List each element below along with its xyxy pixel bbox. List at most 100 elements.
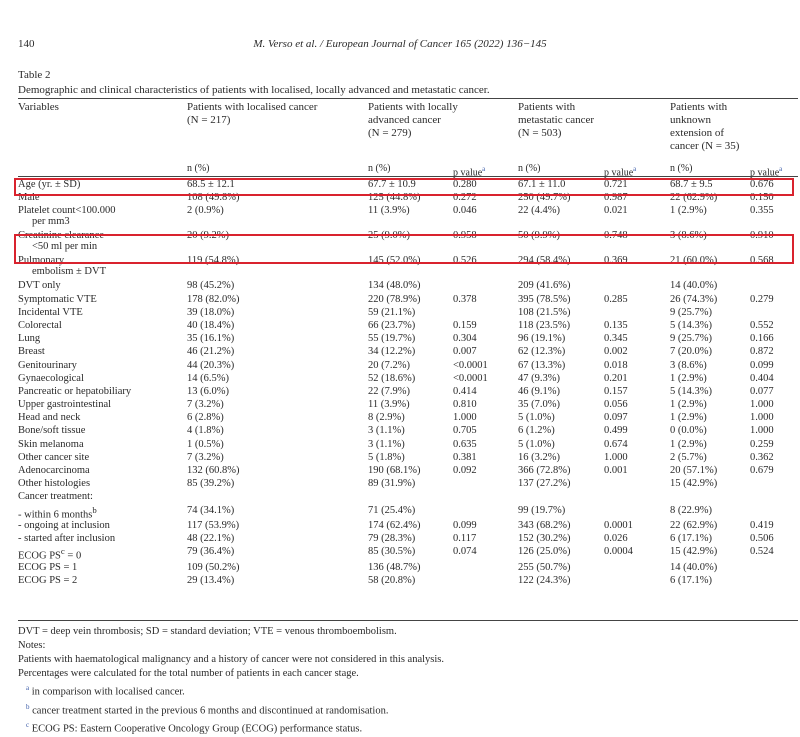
- p-value-cell: 1.000: [750, 412, 774, 424]
- count-cell: 67.7 ± 10.9: [368, 179, 416, 190]
- count-cell: 22 (7.9%): [368, 385, 410, 397]
- count-cell: 5 (1.0%): [518, 412, 555, 424]
- row-label: Bone/soft tissue: [18, 425, 86, 437]
- count-cell: 145 (52.0%): [368, 255, 421, 267]
- p-value-cell: [750, 478, 798, 491]
- note-line-1: Patients with haematological malignancy …: [18, 654, 444, 665]
- p-value-cell: 0.099: [453, 520, 477, 532]
- page-number: 140: [18, 38, 35, 50]
- count-cell: 220 (78.9%): [368, 293, 421, 305]
- count-cell: 5 (1.0%): [518, 438, 555, 450]
- count-cell: 34 (12.2%): [368, 346, 416, 358]
- count-cell: 3 (8.6%): [670, 359, 707, 371]
- row-label: Lung: [18, 333, 41, 345]
- count-cell: 22 (4.4%): [518, 205, 560, 217]
- p-value-cell: 0.526: [453, 255, 477, 267]
- highlight-box-creatinine: [14, 234, 794, 264]
- table-row: DVT only 98 (45.2%) 134 (48.0%) 209 (41.6%)…: [18, 280, 798, 293]
- count-cell: 6 (2.8%): [187, 412, 224, 424]
- count-cell: 108 (49.8%): [187, 192, 240, 204]
- table-row: Other histologies 85 (39.2%) 89 (31.9%) 137…: [18, 478, 798, 491]
- p-value-cell: 0.810: [453, 399, 477, 411]
- count-cell: 20 (57.1%): [670, 465, 718, 476]
- table-row: Skin melanoma 1 (0.5%) 3 (1.1%) 0.635 5 (1.0…: [18, 439, 798, 452]
- count-cell: 1 (2.9%): [670, 412, 707, 424]
- count-cell: 7 (20.0%): [670, 346, 712, 358]
- p-value-cell: [604, 491, 670, 504]
- count-cell: 14 (40.0%): [670, 280, 718, 292]
- count-cell: 13 (6.0%): [187, 385, 229, 397]
- variables-header: Variables: [18, 101, 59, 113]
- count-cell: 89 (31.9%): [368, 478, 416, 490]
- header-bottom-rule: [18, 176, 798, 177]
- p-value-cell: 0.721: [604, 179, 628, 190]
- count-cell: 55 (19.7%): [368, 333, 416, 345]
- table-row: Upper gastrointestinal 7 (3.2%) 11 (3.9%) 0…: [18, 399, 798, 412]
- p-value-cell: 0.285: [604, 293, 628, 305]
- table-notes: DVT = deep vein thrombosis; SD = standar…: [18, 625, 444, 737]
- count-cell: 0 (0.0%): [670, 425, 707, 437]
- table-row: Platelet count<100.000 per mm3 2 (0.9%) 11 …: [18, 205, 798, 230]
- count-cell: 39 (18.0%): [187, 306, 235, 318]
- note-line-2: Percentages were calculated for the tota…: [18, 668, 359, 679]
- count-cell: 66 (23.7%): [368, 319, 416, 331]
- table-label: Table 2: [18, 69, 51, 81]
- count-cell: 6 (17.1%): [670, 533, 712, 545]
- count-cell: 14 (6.5%): [187, 372, 229, 384]
- p-value-cell: [453, 575, 518, 588]
- p-value-cell: 0.355: [750, 205, 774, 217]
- count-cell: [518, 491, 604, 504]
- p-value-cell: [750, 562, 798, 575]
- p-value-cell: 0.679: [750, 465, 774, 476]
- subheader-p-unknown: p valuea: [750, 165, 783, 179]
- count-cell: [670, 491, 750, 504]
- subheader-n-localised: n (%): [187, 163, 210, 174]
- p-value-cell: 0.272: [453, 192, 477, 204]
- count-cell: 174 (62.4%): [368, 520, 421, 532]
- table-row: ECOG PS = 2 29 (13.4%) 58 (20.8%) 122 (24.3…: [18, 575, 798, 588]
- table-row: Genitourinary 44 (20.3%) 20 (7.2%) <0.0001 6…: [18, 360, 798, 373]
- table-row: Male 108 (49.8%) 125 (44.8%) 0.272 250 (49.7…: [18, 192, 798, 205]
- footnote-c: c ECOG PS: Eastern Cooperative Oncology …: [26, 721, 363, 735]
- p-value-cell: 0.0001: [604, 520, 633, 532]
- count-cell: 67 (13.3%): [518, 359, 566, 371]
- count-cell: 44 (20.3%): [187, 359, 235, 371]
- p-value-cell: 0.150: [750, 192, 774, 204]
- row-label: Incidental VTE: [18, 306, 83, 318]
- p-value-cell: 0.369: [604, 255, 628, 267]
- p-value-cell: 0.635: [453, 438, 477, 450]
- p-value-cell: 0.166: [750, 333, 774, 345]
- count-cell: 1 (2.9%): [670, 205, 707, 217]
- count-cell: 190 (68.1%): [368, 465, 421, 476]
- row-label: Gynaecological: [18, 372, 84, 384]
- count-cell: 366 (72.8%): [518, 465, 571, 476]
- table-row: ECOG PS = 1 109 (50.2%) 136 (48.7%) 255 (50…: [18, 562, 798, 575]
- table-row: Gynaecological 14 (6.5%) 52 (18.6%) <0.0001…: [18, 373, 798, 386]
- count-cell: 79 (28.3%): [368, 533, 416, 545]
- p-value-cell: [750, 575, 798, 588]
- footnote-a: a in comparison with localised cancer.: [26, 684, 185, 698]
- p-value-cell: 0.987: [604, 192, 628, 204]
- count-cell: 98 (45.2%): [187, 280, 235, 292]
- p-value-cell: 0.026: [604, 533, 628, 545]
- count-cell: 48 (22.1%): [187, 533, 235, 545]
- running-head: M. Verso et al. / European Journal of Ca…: [253, 38, 547, 50]
- count-cell: 5 (14.3%): [670, 385, 712, 397]
- p-value-cell: 0.135: [604, 319, 628, 331]
- p-value-cell: [750, 307, 798, 320]
- row-label: ECOG PS = 2: [18, 575, 78, 587]
- p-value-cell: 0.378: [453, 293, 477, 305]
- p-value-cell: 0.280: [453, 179, 477, 190]
- count-cell: 47 (9.3%): [518, 372, 560, 384]
- p-value-cell: [604, 575, 670, 588]
- count-cell: 71 (25.4%): [368, 504, 416, 516]
- table-row: Colorectal 40 (18.4%) 66 (23.7%) 0.159 118 (…: [18, 320, 798, 333]
- count-cell: 11 (3.9%): [368, 399, 410, 411]
- p-value-cell: 0.201: [604, 372, 628, 384]
- row-label: Platelet count<100.000 per mm3: [18, 205, 116, 228]
- p-value-cell: [750, 280, 798, 293]
- table-row: Other cancer site 7 (3.2%) 5 (1.8%) 0.381 16…: [18, 452, 798, 465]
- row-label: Breast: [18, 346, 45, 358]
- count-cell: 68.5 ± 12.1: [187, 179, 235, 190]
- p-value-cell: 0.414: [453, 385, 477, 397]
